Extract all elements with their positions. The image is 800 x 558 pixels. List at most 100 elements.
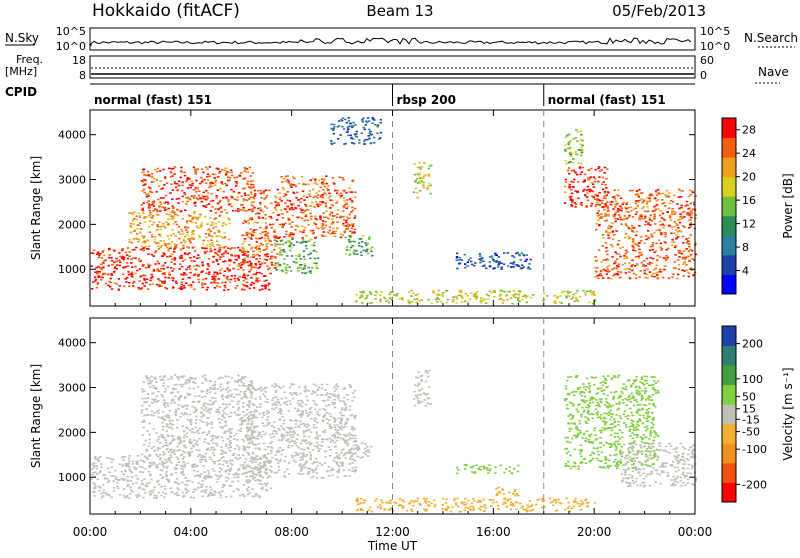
data-cell xyxy=(646,277,648,279)
data-cell xyxy=(367,117,369,119)
data-cell xyxy=(280,240,282,242)
data-cell xyxy=(182,233,184,235)
data-cell xyxy=(94,486,96,488)
data-cell xyxy=(242,276,244,278)
data-cell xyxy=(136,496,138,498)
data-cell xyxy=(430,193,432,195)
data-cell xyxy=(600,169,602,171)
data-cell xyxy=(176,492,178,494)
data-cell xyxy=(673,195,675,197)
data-cell xyxy=(557,296,559,298)
data-cell xyxy=(669,215,671,217)
data-cell xyxy=(234,477,236,479)
data-cell xyxy=(645,235,647,237)
data-cell xyxy=(151,393,153,395)
data-cell xyxy=(228,428,230,430)
data-cell xyxy=(593,294,595,296)
data-cell xyxy=(514,297,516,299)
data-cell xyxy=(163,268,165,270)
data-cell xyxy=(580,130,582,132)
data-cell xyxy=(326,392,328,394)
data-cell xyxy=(580,155,582,157)
data-cell xyxy=(223,191,225,193)
data-cell xyxy=(164,287,166,289)
data-cell xyxy=(216,481,218,483)
data-cell xyxy=(250,284,252,286)
data-cell xyxy=(189,439,191,441)
data-cell xyxy=(130,212,132,214)
data-cell xyxy=(152,210,154,212)
data-cell xyxy=(595,198,597,200)
data-cell xyxy=(133,249,135,251)
data-cell xyxy=(189,215,191,217)
data-cell xyxy=(116,283,118,285)
data-cell xyxy=(247,490,249,492)
data-cell xyxy=(185,381,187,383)
data-cell xyxy=(203,441,205,443)
data-cell xyxy=(255,493,257,495)
data-cell xyxy=(198,216,200,218)
data-cell xyxy=(143,279,145,281)
data-cell xyxy=(202,287,204,289)
data-cell xyxy=(213,494,215,496)
data-cell xyxy=(201,284,203,286)
data-cell xyxy=(147,248,149,250)
data-cell xyxy=(161,256,163,258)
data-cell xyxy=(195,180,197,182)
data-cell xyxy=(675,234,677,236)
data-cell xyxy=(140,460,142,462)
data-cell xyxy=(195,269,197,271)
data-cell xyxy=(176,224,178,226)
data-cell xyxy=(111,497,113,499)
data-cell xyxy=(670,200,672,202)
data-cell xyxy=(283,196,285,198)
data-cell xyxy=(663,219,665,221)
data-cell xyxy=(198,482,200,484)
data-cell xyxy=(172,207,174,209)
data-cell xyxy=(223,289,225,291)
data-cell xyxy=(352,392,354,394)
data-cell xyxy=(624,237,626,239)
data-cell xyxy=(346,131,348,133)
data-cell xyxy=(260,243,262,245)
data-cell xyxy=(224,183,226,185)
data-cell xyxy=(178,443,180,445)
data-cell xyxy=(168,238,170,240)
data-cell xyxy=(242,383,244,385)
data-cell xyxy=(302,453,304,455)
data-cell xyxy=(586,196,588,198)
data-cell xyxy=(143,478,145,480)
data-cell xyxy=(238,279,240,281)
data-cell xyxy=(282,244,284,246)
data-cell xyxy=(210,489,212,491)
data-cell xyxy=(661,269,663,271)
data-cell xyxy=(321,441,323,443)
data-cell xyxy=(315,265,317,267)
data-cell xyxy=(307,254,309,256)
data-cell xyxy=(108,265,110,267)
data-cell xyxy=(151,236,153,238)
data-cell xyxy=(268,267,270,269)
data-cell xyxy=(300,416,302,418)
data-cell xyxy=(140,471,142,473)
data-cell xyxy=(303,195,305,197)
data-cell xyxy=(205,380,207,382)
data-cell xyxy=(297,400,299,402)
data-cell xyxy=(249,492,251,494)
data-cell xyxy=(620,196,622,198)
data-cell xyxy=(249,288,251,290)
data-cell xyxy=(652,258,654,260)
data-cell xyxy=(561,302,563,304)
data-cell xyxy=(246,466,248,468)
data-cell xyxy=(593,176,595,178)
data-cell xyxy=(108,281,110,283)
data-cell xyxy=(231,172,233,174)
data-cell xyxy=(227,253,229,255)
data-cell xyxy=(172,389,174,391)
data-cell xyxy=(506,299,508,301)
data-cell xyxy=(438,299,440,301)
data-cell xyxy=(218,172,220,174)
data-cell xyxy=(143,390,145,392)
data-cell xyxy=(239,175,241,177)
